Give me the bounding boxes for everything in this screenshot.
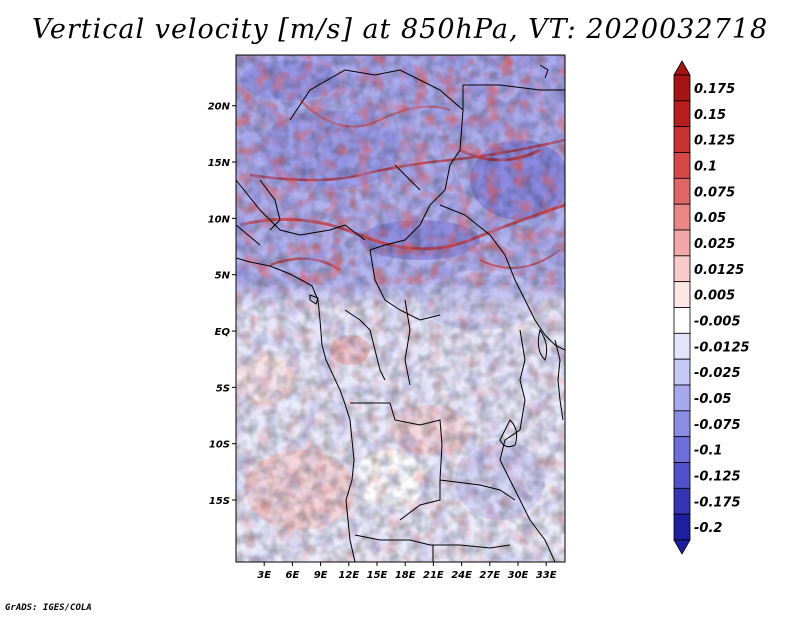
colorbar-label: 0.075: [694, 185, 735, 200]
colorbar-label: 0.005: [694, 289, 735, 304]
colorbar-label: 0.05: [694, 211, 726, 226]
y-tick-label: 5N: [215, 271, 231, 282]
colorbar-swatch: [673, 307, 691, 334]
grads-credit: GrADS: IGES/COLA: [5, 603, 92, 613]
colorbar-label: 0.1: [694, 159, 717, 174]
colorbar-swatch: [673, 229, 691, 257]
x-tick-label: 12E: [338, 570, 359, 581]
colorbar-label: -0.005: [694, 314, 741, 329]
x-tick-label: 3E: [257, 570, 271, 581]
colorbar-swatch: [673, 436, 691, 463]
x-tick-label: 6E: [286, 570, 300, 581]
colorbar-swatch: [673, 203, 691, 231]
colorbar-swatch: [673, 74, 691, 102]
colorbar-label: -0.05: [694, 392, 731, 407]
y-tick-label: EQ: [215, 327, 231, 338]
colorbar-label: 0.125: [694, 134, 735, 149]
colorbar-swatch: [673, 152, 691, 179]
colorbar-label: 0.0125: [694, 263, 744, 278]
colorbar-swatch: [673, 384, 691, 412]
y-tick-label: 15S: [209, 496, 230, 507]
plot-title: Vertical velocity [m/s] at 850hPa, VT: 2…: [31, 14, 769, 45]
y-tick-label: 10S: [209, 440, 230, 451]
colorbar-top-arrow: [673, 60, 691, 76]
x-tick-label: 24E: [451, 570, 472, 581]
colorbar-label: -0.0125: [694, 340, 750, 355]
coastline-borders: [236, 64, 565, 562]
colorbar-label: 0.025: [694, 237, 735, 252]
x-tick-label: 9E: [314, 570, 328, 581]
x-tick-label: 18E: [395, 570, 416, 581]
y-tick-label: 10N: [208, 214, 231, 225]
y-tick-label: 5S: [216, 383, 230, 394]
colorbar-swatch: [673, 410, 691, 438]
map-frame: [235, 54, 566, 563]
colorbar-label: -0.075: [694, 418, 741, 433]
colorbar-label: -0.125: [694, 469, 741, 484]
colorbar-swatch: [673, 487, 691, 515]
colorbar-swatch: [673, 177, 691, 205]
colorbar: 0.175 0.15 0.125 0.1 0.075 0.05 0.025 0.0125 0.0…: [673, 60, 750, 555]
y-tick-label: 20N: [208, 102, 231, 113]
colorbar-label: -0.175: [694, 495, 741, 510]
y-tick-label: 15N: [208, 158, 231, 169]
colorbar-swatch: [673, 462, 691, 489]
colorbar-swatch: [673, 358, 691, 386]
colorbar-label: 0.15: [694, 108, 726, 123]
colorbar-label: -0.1: [694, 444, 722, 459]
colorbar-swatch: [673, 126, 691, 153]
x-tick-label: 30E: [508, 570, 529, 581]
colorbar-label: -0.2: [694, 521, 722, 536]
colorbar-swatch: [673, 332, 691, 360]
x-tick-label: 21E: [423, 570, 444, 581]
colorbar-swatch: [673, 255, 691, 283]
x-tick-label: 15E: [367, 570, 388, 581]
colorbar-swatch: [673, 513, 691, 541]
x-tick-label: 27E: [479, 570, 500, 581]
colorbar-swatch: [673, 281, 691, 308]
x-tick-label: 33E: [536, 570, 557, 581]
colorbar-swatch: [673, 100, 691, 128]
colorbar-bottom-arrow: [673, 539, 691, 555]
colorbar-label: 0.175: [694, 82, 735, 97]
velocity-field: [236, 55, 565, 562]
colorbar-label: -0.025: [694, 366, 741, 381]
